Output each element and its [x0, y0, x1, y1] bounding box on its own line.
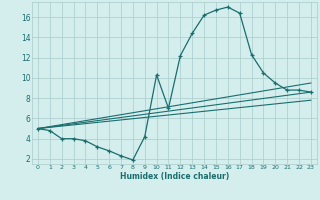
X-axis label: Humidex (Indice chaleur): Humidex (Indice chaleur)	[120, 172, 229, 181]
